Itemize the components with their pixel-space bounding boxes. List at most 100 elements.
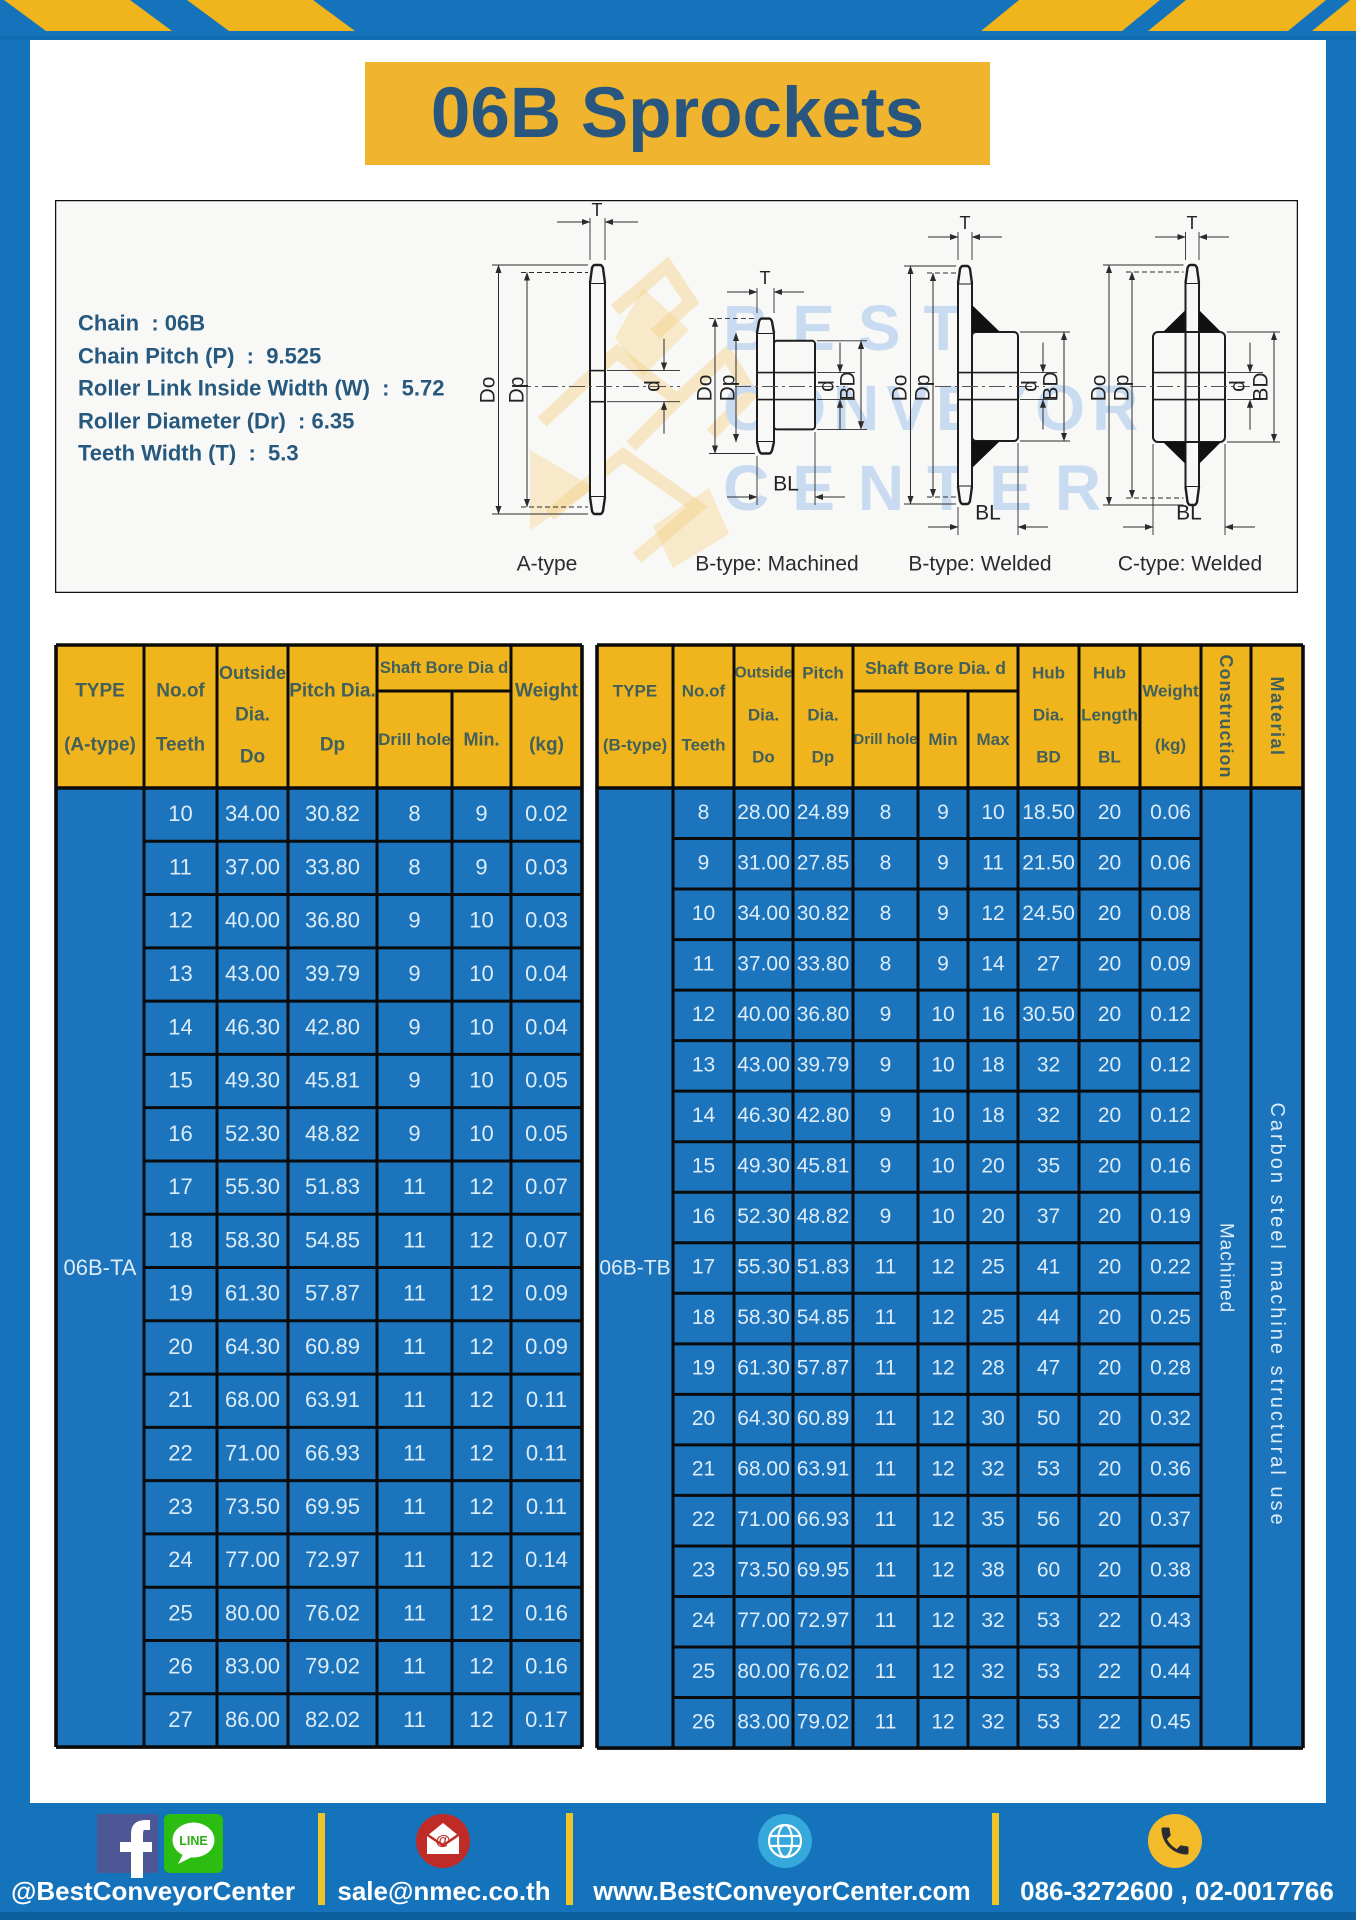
svg-text:26: 26 — [692, 1710, 715, 1733]
svg-text:68.00: 68.00 — [225, 1387, 280, 1412]
svg-text:Weight: Weight — [1142, 682, 1199, 701]
svg-text:Carbon steel machine struct: Carbon steel machine structural use — [1266, 1102, 1288, 1527]
svg-text:Drill hole: Drill hole — [853, 731, 917, 748]
svg-text:0.16: 0.16 — [1150, 1154, 1191, 1177]
svg-text:21.50: 21.50 — [1022, 851, 1075, 874]
svg-text:10: 10 — [168, 801, 192, 826]
svg-text:36.80: 36.80 — [797, 1003, 850, 1026]
svg-text:0.08: 0.08 — [1150, 902, 1191, 925]
svg-text:B-type: Machined: B-type: Machined — [695, 553, 858, 576]
svg-text:34.00: 34.00 — [225, 801, 280, 826]
svg-text:36.80: 36.80 — [305, 908, 360, 933]
svg-text:d: d — [1019, 380, 1042, 392]
svg-text:www.BestConveyorCenter.com: www.BestConveyorCenter.com — [592, 1878, 970, 1906]
svg-text:T: T — [760, 268, 771, 288]
svg-text:40.00: 40.00 — [225, 908, 280, 933]
svg-text:0.05: 0.05 — [525, 1068, 568, 1093]
svg-text:69.95: 69.95 — [305, 1494, 360, 1519]
svg-text:0.06: 0.06 — [1150, 851, 1191, 874]
svg-text:11: 11 — [693, 952, 715, 975]
svg-text:33.80: 33.80 — [797, 952, 850, 975]
svg-text:68.00: 68.00 — [737, 1458, 790, 1481]
svg-text:sale@nmec.co.th: sale@nmec.co.th — [337, 1876, 550, 1906]
svg-text:80.00: 80.00 — [737, 1660, 790, 1683]
svg-text:0.03: 0.03 — [525, 908, 568, 933]
svg-text:9: 9 — [880, 1003, 892, 1026]
svg-text:64.30: 64.30 — [737, 1407, 790, 1430]
svg-text:Teeth Width (T) : 5.3: Teeth Width (T) : 5.3 — [78, 441, 299, 466]
svg-text:TYPE: TYPE — [613, 682, 657, 701]
svg-text:55.30: 55.30 — [225, 1174, 280, 1199]
svg-text:30.82: 30.82 — [305, 801, 360, 826]
svg-text:38: 38 — [981, 1559, 1004, 1582]
svg-text:20: 20 — [1098, 851, 1121, 874]
svg-text:51.83: 51.83 — [797, 1256, 850, 1279]
svg-text:Material: Material — [1267, 676, 1287, 756]
svg-text:25: 25 — [981, 1256, 1004, 1279]
svg-text:12: 12 — [469, 1600, 493, 1625]
svg-text:20: 20 — [1098, 1003, 1121, 1026]
svg-text:22: 22 — [1098, 1609, 1121, 1632]
svg-text:73.50: 73.50 — [737, 1559, 790, 1582]
svg-text:48.82: 48.82 — [797, 1205, 850, 1228]
svg-text:0.11: 0.11 — [526, 1441, 567, 1466]
svg-text:53: 53 — [1037, 1458, 1060, 1481]
svg-text:Outside: Outside — [219, 663, 286, 683]
svg-text:83.00: 83.00 — [737, 1710, 790, 1733]
svg-text:12: 12 — [931, 1660, 954, 1683]
svg-text:BD: BD — [837, 371, 860, 400]
svg-text:11: 11 — [403, 1227, 426, 1252]
svg-text:56: 56 — [1037, 1508, 1060, 1531]
svg-text:55.30: 55.30 — [737, 1256, 790, 1279]
svg-text:27: 27 — [1037, 952, 1060, 975]
svg-text:0.37: 0.37 — [1150, 1508, 1191, 1531]
svg-text:11: 11 — [875, 1660, 897, 1683]
svg-text:11: 11 — [403, 1441, 426, 1466]
svg-text:0.06: 0.06 — [1150, 801, 1191, 824]
svg-text:10: 10 — [931, 1003, 954, 1026]
svg-text:11: 11 — [875, 1609, 897, 1632]
svg-text:69.95: 69.95 — [797, 1559, 850, 1582]
svg-text:9: 9 — [408, 1121, 420, 1146]
svg-text:37.00: 37.00 — [225, 854, 280, 879]
svg-text:42.80: 42.80 — [305, 1014, 360, 1039]
svg-text:8: 8 — [408, 854, 420, 879]
svg-text:Max: Max — [976, 730, 1010, 749]
svg-text:24: 24 — [692, 1609, 716, 1632]
svg-text:23: 23 — [692, 1559, 715, 1582]
svg-text:Chain Pitch (P) : 9.525: Chain Pitch (P) : 9.525 — [78, 344, 321, 369]
svg-text:0.04: 0.04 — [525, 961, 568, 986]
svg-text:Shaft Bore Dia. d: Shaft Bore Dia. d — [865, 658, 1006, 678]
svg-text:20: 20 — [981, 1154, 1004, 1177]
svg-text:12: 12 — [931, 1256, 954, 1279]
svg-text:33.80: 33.80 — [305, 854, 360, 879]
svg-text:BD: BD — [1036, 748, 1061, 767]
svg-text:32: 32 — [981, 1458, 1004, 1481]
svg-text:9: 9 — [475, 801, 487, 826]
svg-text:12: 12 — [931, 1508, 954, 1531]
svg-text:83.00: 83.00 — [225, 1654, 280, 1679]
svg-text:11: 11 — [875, 1306, 897, 1329]
svg-text:26: 26 — [168, 1654, 192, 1679]
svg-text:9: 9 — [937, 851, 949, 874]
svg-text:11: 11 — [875, 1256, 897, 1279]
svg-text:T: T — [592, 200, 603, 220]
svg-text:10: 10 — [469, 1068, 493, 1093]
svg-text:9: 9 — [880, 1053, 892, 1076]
svg-text:49.30: 49.30 — [225, 1068, 280, 1093]
svg-text:0.12: 0.12 — [1150, 1104, 1191, 1127]
svg-text:0.07: 0.07 — [525, 1227, 568, 1252]
svg-text:Dia.: Dia. — [1033, 706, 1064, 725]
svg-text:76.02: 76.02 — [797, 1660, 850, 1683]
svg-text:13: 13 — [692, 1053, 715, 1076]
svg-text:0.16: 0.16 — [525, 1654, 568, 1679]
svg-text:34.00: 34.00 — [737, 902, 790, 925]
svg-text:9: 9 — [408, 908, 420, 933]
svg-text:10: 10 — [469, 908, 493, 933]
svg-text:0.43: 0.43 — [1150, 1609, 1191, 1632]
svg-text:32: 32 — [981, 1609, 1004, 1632]
svg-text:40.00: 40.00 — [737, 1003, 790, 1026]
svg-text:39.79: 39.79 — [797, 1053, 850, 1076]
svg-text:BD: BD — [1250, 372, 1273, 401]
svg-text:27.85: 27.85 — [797, 851, 850, 874]
